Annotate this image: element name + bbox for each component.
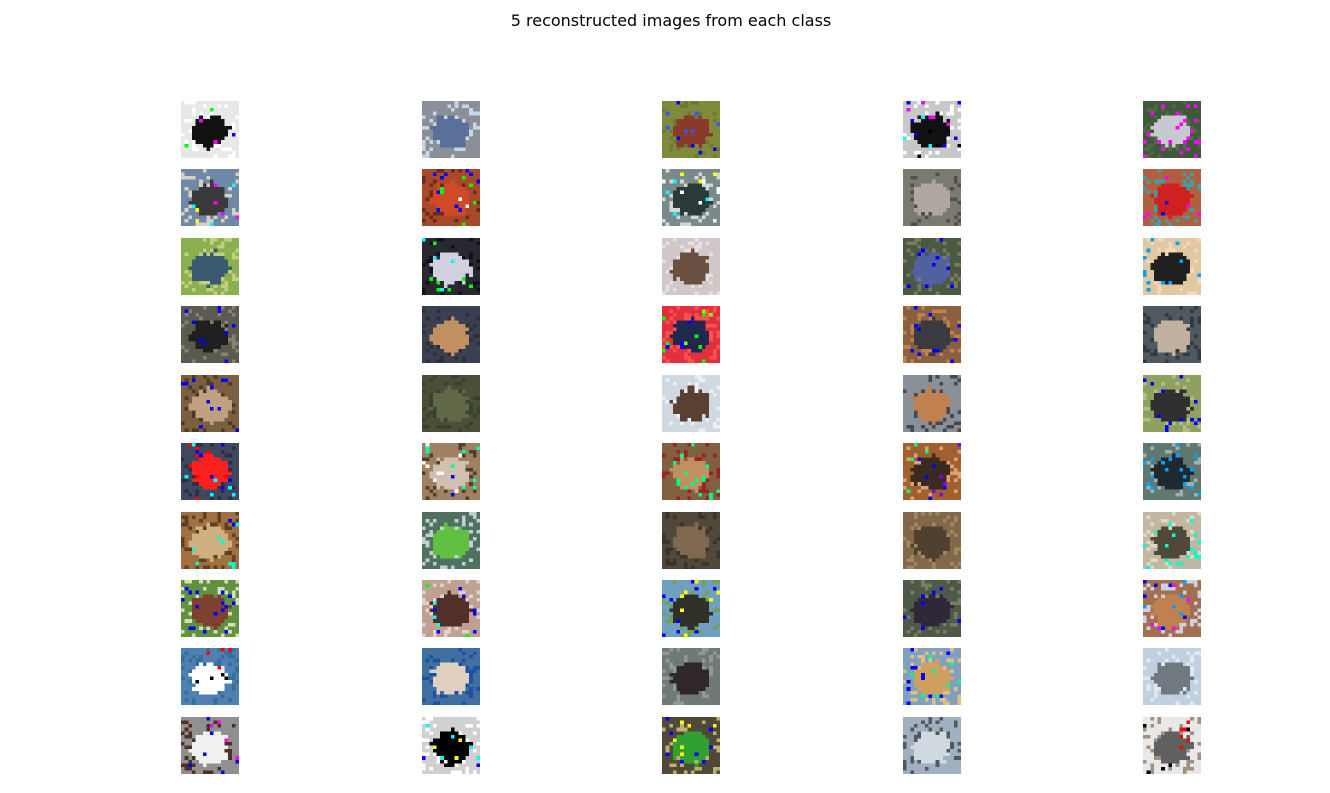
- reconstructed-image: [422, 512, 480, 569]
- reconstructed-image: [662, 375, 720, 432]
- reconstructed-image: [1143, 101, 1201, 158]
- reconstructed-image: [662, 169, 720, 226]
- reconstructed-image: [662, 443, 720, 500]
- reconstructed-image: [662, 306, 720, 363]
- reconstructed-image: [181, 306, 239, 363]
- reconstructed-image: [1143, 238, 1201, 295]
- reconstructed-image: [422, 169, 480, 226]
- reconstructed-image: [903, 648, 961, 705]
- reconstructed-image: [1143, 717, 1201, 774]
- reconstructed-image: [422, 443, 480, 500]
- reconstructed-image: [422, 375, 480, 432]
- reconstructed-image: [903, 238, 961, 295]
- reconstructed-image: [1143, 443, 1201, 500]
- reconstructed-image: [903, 512, 961, 569]
- reconstructed-image: [181, 580, 239, 637]
- reconstructed-image: [181, 512, 239, 569]
- reconstructed-image: [903, 580, 961, 637]
- reconstructed-image: [181, 443, 239, 500]
- reconstructed-image: [422, 717, 480, 774]
- reconstructed-image: [903, 717, 961, 774]
- reconstructed-image: [181, 717, 239, 774]
- reconstructed-image: [662, 648, 720, 705]
- reconstructed-image: [903, 169, 961, 226]
- reconstructed-image: [662, 238, 720, 295]
- reconstructed-image: [181, 169, 239, 226]
- reconstructed-image: [1143, 375, 1201, 432]
- reconstructed-image: [662, 101, 720, 158]
- reconstructed-image: [1143, 580, 1201, 637]
- reconstructed-image: [181, 101, 239, 158]
- figure-title: 5 reconstructed images from each class: [510, 11, 832, 30]
- reconstructed-image: [662, 580, 720, 637]
- reconstructed-image: [422, 648, 480, 705]
- reconstructed-image: [662, 512, 720, 569]
- reconstructed-image: [1143, 306, 1201, 363]
- reconstructed-image: [903, 101, 961, 158]
- reconstructed-image: [422, 238, 480, 295]
- reconstructed-image: [422, 101, 480, 158]
- reconstructed-image: [903, 443, 961, 500]
- reconstructed-image: [662, 717, 720, 774]
- reconstructed-image: [181, 375, 239, 432]
- reconstructed-image: [181, 648, 239, 705]
- reconstructed-image: [903, 375, 961, 432]
- reconstructed-image: [1143, 169, 1201, 226]
- reconstructed-image: [1143, 648, 1201, 705]
- reconstructed-image: [181, 238, 239, 295]
- reconstructed-image: [903, 306, 961, 363]
- reconstructed-image: [422, 306, 480, 363]
- reconstructed-image: [1143, 512, 1201, 569]
- reconstructed-image: [422, 580, 480, 637]
